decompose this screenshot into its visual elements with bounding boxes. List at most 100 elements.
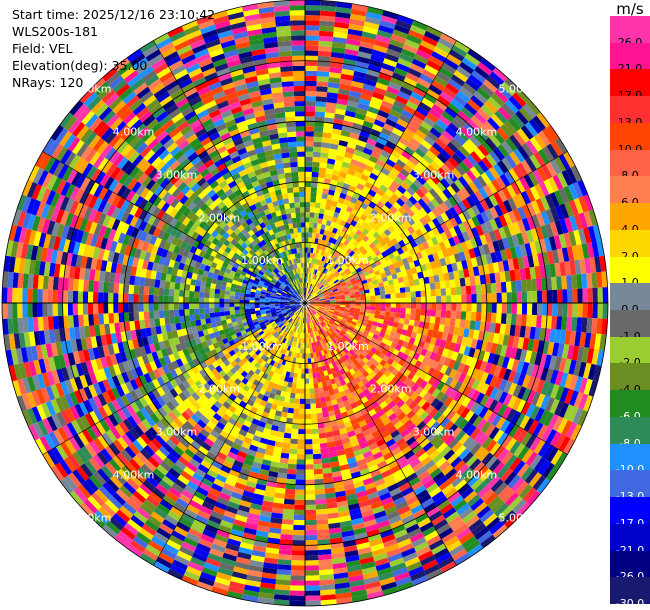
radar-gate [433, 274, 440, 283]
radar-gate [337, 224, 344, 231]
radar-gate [552, 249, 560, 264]
radar-gate [374, 249, 382, 257]
radar-gate [321, 219, 328, 225]
radar-gate [384, 175, 394, 185]
radar-gate [342, 286, 349, 291]
radar-gate [465, 138, 478, 151]
radar-gate [448, 196, 458, 207]
radar-gate [344, 194, 353, 202]
radar-gate [403, 318, 410, 325]
radar-gate [357, 270, 364, 276]
radar-gate [438, 241, 447, 251]
radar-gate [568, 231, 577, 247]
radar-gate [350, 277, 356, 283]
radar-gate [448, 49, 465, 62]
radar-gate [542, 303, 548, 316]
radar-gate [318, 284, 323, 289]
radar-gate [281, 524, 294, 530]
radar-gate [401, 150, 412, 160]
radar-gate [322, 132, 332, 139]
radar-gate [404, 146, 415, 156]
radar-gate [426, 26, 443, 38]
radar-gate [517, 256, 525, 269]
radar-gate [505, 99, 519, 114]
radar-gate [497, 160, 509, 174]
radar-gate [582, 303, 588, 318]
radar-gate [332, 256, 338, 263]
radar-gate [344, 48, 359, 56]
radar-gate [409, 285, 416, 292]
radar-gate [355, 199, 364, 207]
radar-gate [395, 307, 401, 313]
radar-gate [316, 281, 320, 287]
radar-gate [407, 225, 416, 235]
radar-gate [392, 127, 404, 137]
radar-gate [379, 310, 386, 316]
radar-gate [296, 469, 305, 475]
radar-gate [305, 197, 311, 203]
radar-gate [305, 378, 310, 384]
radar-gate [504, 77, 520, 93]
radar-gate [361, 125, 372, 134]
radar-gate [305, 171, 312, 177]
radar-gate [294, 504, 305, 510]
radar-gate [341, 284, 348, 289]
radar-gate [280, 529, 294, 535]
radar-gate [453, 270, 460, 280]
radar-gate [449, 227, 458, 238]
radar-gate [311, 258, 315, 264]
radar-gate [416, 175, 427, 186]
radar-gate [331, 285, 337, 290]
radar-gate [426, 88, 440, 100]
radar-gate [490, 92, 505, 107]
radar-gate [549, 159, 562, 175]
radar-gate [547, 250, 555, 265]
radar-gate [340, 237, 347, 244]
radar-gate [305, 403, 311, 409]
radar-gate [305, 156, 313, 162]
radar-gate [348, 95, 360, 103]
radar-gate [305, 40, 319, 46]
radar-gate [491, 179, 502, 192]
radar-gate [429, 316, 436, 324]
radar-gate [557, 172, 568, 188]
radar-gate [305, 545, 318, 551]
radar-gate [319, 295, 325, 299]
radar-gate [353, 272, 359, 278]
radar-gate [376, 136, 388, 146]
radar-gate [306, 272, 309, 278]
radar-gate [369, 288, 375, 293]
radar-gate [587, 225, 597, 243]
radar-gate [310, 284, 314, 290]
radar-gate [327, 215, 334, 222]
radar-gate [583, 227, 592, 244]
radar-gate [334, 240, 341, 247]
radar-gate [307, 252, 311, 258]
radar-gate [505, 313, 512, 325]
radar-gate [306, 282, 309, 288]
radar-gate [531, 214, 541, 229]
radar-gate [407, 67, 422, 78]
radar-gate [370, 262, 377, 269]
radar-gate [409, 314, 416, 321]
radar-gate [508, 168, 520, 182]
radar-gate [305, 413, 312, 420]
radar-gate [500, 281, 507, 293]
radar-gate [366, 6, 384, 16]
radar-gate [310, 192, 317, 198]
radar-gate [346, 248, 353, 255]
radar-gate [369, 172, 379, 181]
radar-gate [345, 254, 352, 261]
radar-gate [353, 288, 360, 293]
radar-gate [305, 585, 321, 591]
radar-gate [497, 106, 512, 121]
radar-gate [519, 176, 530, 191]
radar-gate [291, 555, 305, 561]
radar-gate [410, 91, 424, 102]
radar-gate [394, 312, 401, 318]
radar-gate [449, 279, 456, 288]
radar-gate [571, 245, 580, 261]
radar-gate [299, 398, 305, 404]
radar-gate [360, 276, 367, 282]
radar-gate [426, 238, 435, 248]
